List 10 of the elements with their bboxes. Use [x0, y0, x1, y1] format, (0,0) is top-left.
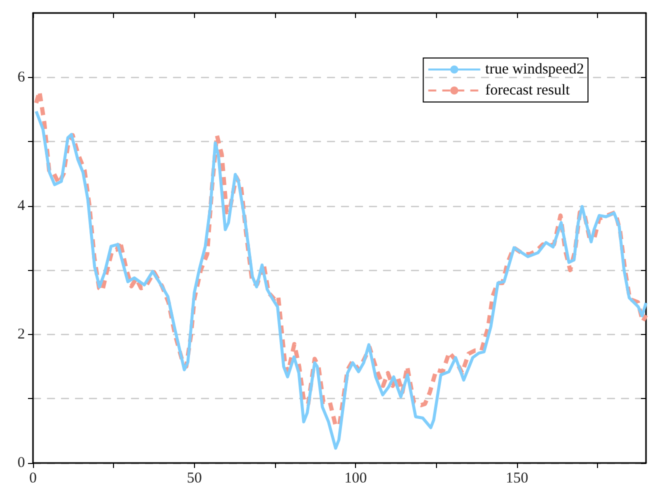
x-tick-label: 150	[506, 470, 528, 486]
y-tick-label: 2	[18, 326, 25, 342]
x-tick-label: 50	[186, 470, 202, 486]
y-tick-label: 0	[18, 455, 25, 471]
legend-label: forecast result	[485, 82, 571, 98]
y-tick-label: 6	[18, 69, 26, 86]
x-tick-label: 0	[29, 470, 37, 486]
legend-label: true windspeed2	[485, 62, 584, 78]
x-tick-label: 100	[344, 470, 367, 486]
y-tick-label: 4	[18, 198, 26, 214]
